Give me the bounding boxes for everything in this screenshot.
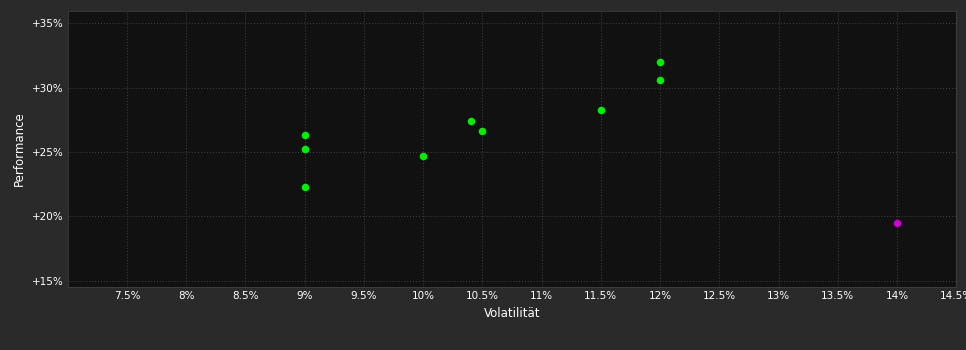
X-axis label: Volatilität: Volatilität [484,307,540,320]
Y-axis label: Performance: Performance [14,111,26,186]
Point [652,59,668,65]
Point [890,220,905,225]
Point [463,118,478,124]
Point [593,107,609,112]
Point [474,128,490,134]
Point [297,147,312,152]
Point [652,77,668,83]
Point [297,184,312,189]
Point [415,153,431,159]
Point [297,132,312,138]
